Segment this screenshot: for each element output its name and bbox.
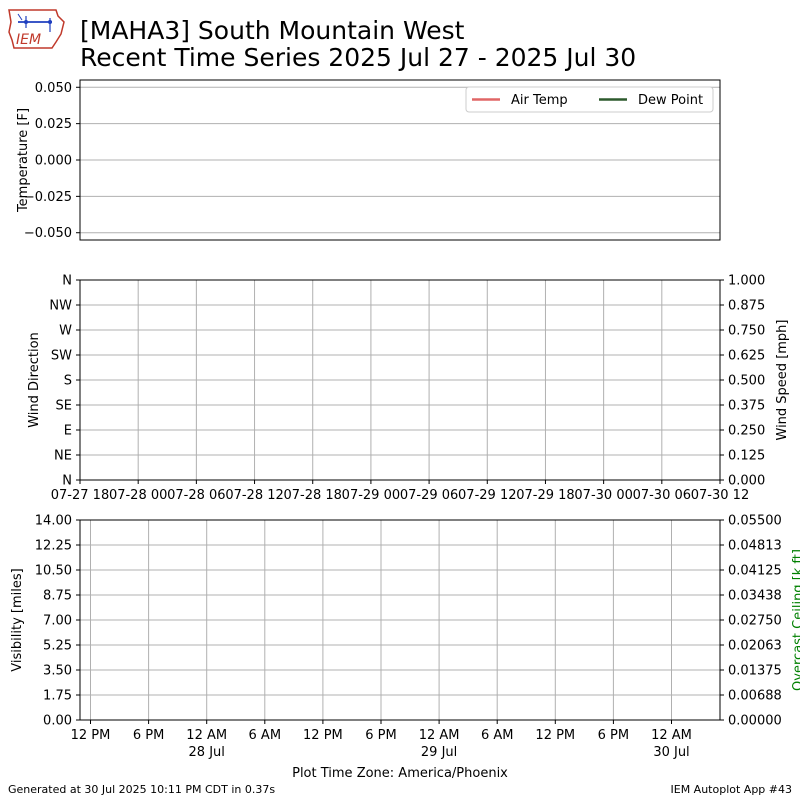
wind-xtick-label: 07-29 12 [458,488,516,503]
wind-speed-ytick-label: 0.000 [728,474,765,489]
generated-timestamp: Generated at 30 Jul 2025 10:11 PM CDT in… [8,783,276,796]
app-id: IEM Autoplot App #43 [670,783,793,796]
wind-xtick-label: 07-28 18 [284,488,342,503]
wind-xtick-label: 07-30 00 [574,488,632,503]
vis-xtick-label: 12 AM [651,728,692,743]
vis-ytick-label: 14.00 [35,514,72,529]
ceiling-ytick-label: 0.01375 [728,664,782,679]
vis-ytick-label: 5.25 [43,639,72,654]
wind-xtick-label: 07-28 00 [109,488,167,503]
iem-logo: IEM [6,6,66,50]
wind-xtick-label: 07-29 00 [342,488,400,503]
wind-dir-ytick-label: SE [56,399,72,414]
logo-text: IEM [16,32,41,48]
wind-dir-ytick-label: N [62,474,72,489]
vis-xtick-label: 12 PM [303,728,343,743]
ceiling-ytick-label: 0.05500 [728,514,782,529]
wind-dir-ytick-label: E [64,424,72,439]
wind-speed-ytick-label: 1.000 [728,274,765,289]
vis-ytick-label: 8.75 [43,589,72,604]
vis-ytick-label: 10.50 [35,564,72,579]
wind-dir-ytick-label: NE [54,449,72,464]
vis-xtick-label: 12 PM [535,728,575,743]
temp-ytick-label: 0.000 [35,154,72,169]
temp-ytick-label: −0.025 [24,190,72,205]
vis-xtick-label: 12 PM [71,728,111,743]
ceiling-ytick-label: 0.04125 [728,564,782,579]
wind-axes-frame [79,279,721,481]
legend-label-air-temp: Air Temp [511,93,568,108]
wind-xtick-label: 07-27 18 [51,488,109,503]
vis-axes-frame [79,519,721,721]
vis-xtick-date-label: 29 Jul [421,745,457,760]
wind-dir-ytick-label: S [64,374,72,389]
wind-dir-ytick-label: NW [49,299,72,314]
vis-ytick-label: 12.25 [35,539,72,554]
ceiling-ytick-label: 0.02750 [728,614,782,629]
vis-xtick-label: 12 AM [186,728,227,743]
wind-speed-ytick-label: 0.375 [728,399,765,414]
wind-xtick-label: 07-30 12 [691,488,749,503]
wind-speed-ytick-label: 0.625 [728,349,765,364]
temp-ytick-label: 0.050 [35,81,72,96]
wind-xtick-label: 07-30 06 [633,488,691,503]
ceiling-ytick-label: 0.03438 [728,589,782,604]
ceiling-ytick-label: 0.00688 [728,689,782,704]
vis-ylabel: Visibility [miles] [10,568,25,671]
vis-xtick-label: 6 PM [598,728,629,743]
temp-ylabel: Temperature [F] [16,108,31,213]
wind-speed-ytick-label: 0.875 [728,299,765,314]
wind-speed-ylabel: Wind Speed [mph] [775,320,790,441]
temp-ytick-label: 0.025 [35,117,72,132]
wind-dir-ytick-label: N [62,274,72,289]
wind-speed-ytick-label: 0.750 [728,324,765,339]
wind-dir-ylabel: Wind Direction [27,332,42,428]
ceiling-ytick-label: 0.04813 [728,539,782,554]
temp-axes-frame [79,79,721,241]
vis-ytick-label: 7.00 [43,614,72,629]
chart-title-line2: Recent Time Series 2025 Jul 27 - 2025 Ju… [80,43,637,72]
ceiling-ylabel: Overcast Ceiling [k ft] [791,549,800,691]
legend-label-dew-point: Dew Point [638,93,703,108]
ceiling-ytick-label: 0.00000 [728,714,782,729]
wind-xtick-label: 07-28 12 [225,488,283,503]
vis-xtick-label: 6 PM [365,728,396,743]
wind-xtick-label: 07-29 06 [400,488,458,503]
vis-xtick-label: 6 PM [133,728,164,743]
ceiling-ytick-label: 0.02063 [728,639,782,654]
temp-ytick-label: −0.050 [24,226,72,241]
vis-ytick-label: 0.00 [43,714,72,729]
wind-xtick-label: 07-28 06 [167,488,225,503]
temp-legend-box [465,86,714,113]
wind-speed-ytick-label: 0.250 [728,424,765,439]
wind-speed-ytick-label: 0.125 [728,449,765,464]
vis-xtick-label: 6 AM [481,728,514,743]
wind-dir-ytick-label: SW [51,349,72,364]
wind-speed-ytick-label: 0.500 [728,374,765,389]
vis-ytick-label: 1.75 [43,689,72,704]
xaxis-label: Plot Time Zone: America/Phoenix [292,766,508,781]
wind-xtick-label: 07-29 18 [516,488,574,503]
vis-ytick-label: 3.50 [43,664,72,679]
vis-xtick-label: 6 AM [249,728,282,743]
vis-xtick-date-label: 28 Jul [189,745,225,760]
vis-xtick-label: 12 AM [419,728,460,743]
chart-title-line1: [MAHA3] South Mountain West [80,16,465,45]
vis-xtick-date-label: 30 Jul [653,745,689,760]
wind-dir-ytick-label: W [59,324,72,339]
